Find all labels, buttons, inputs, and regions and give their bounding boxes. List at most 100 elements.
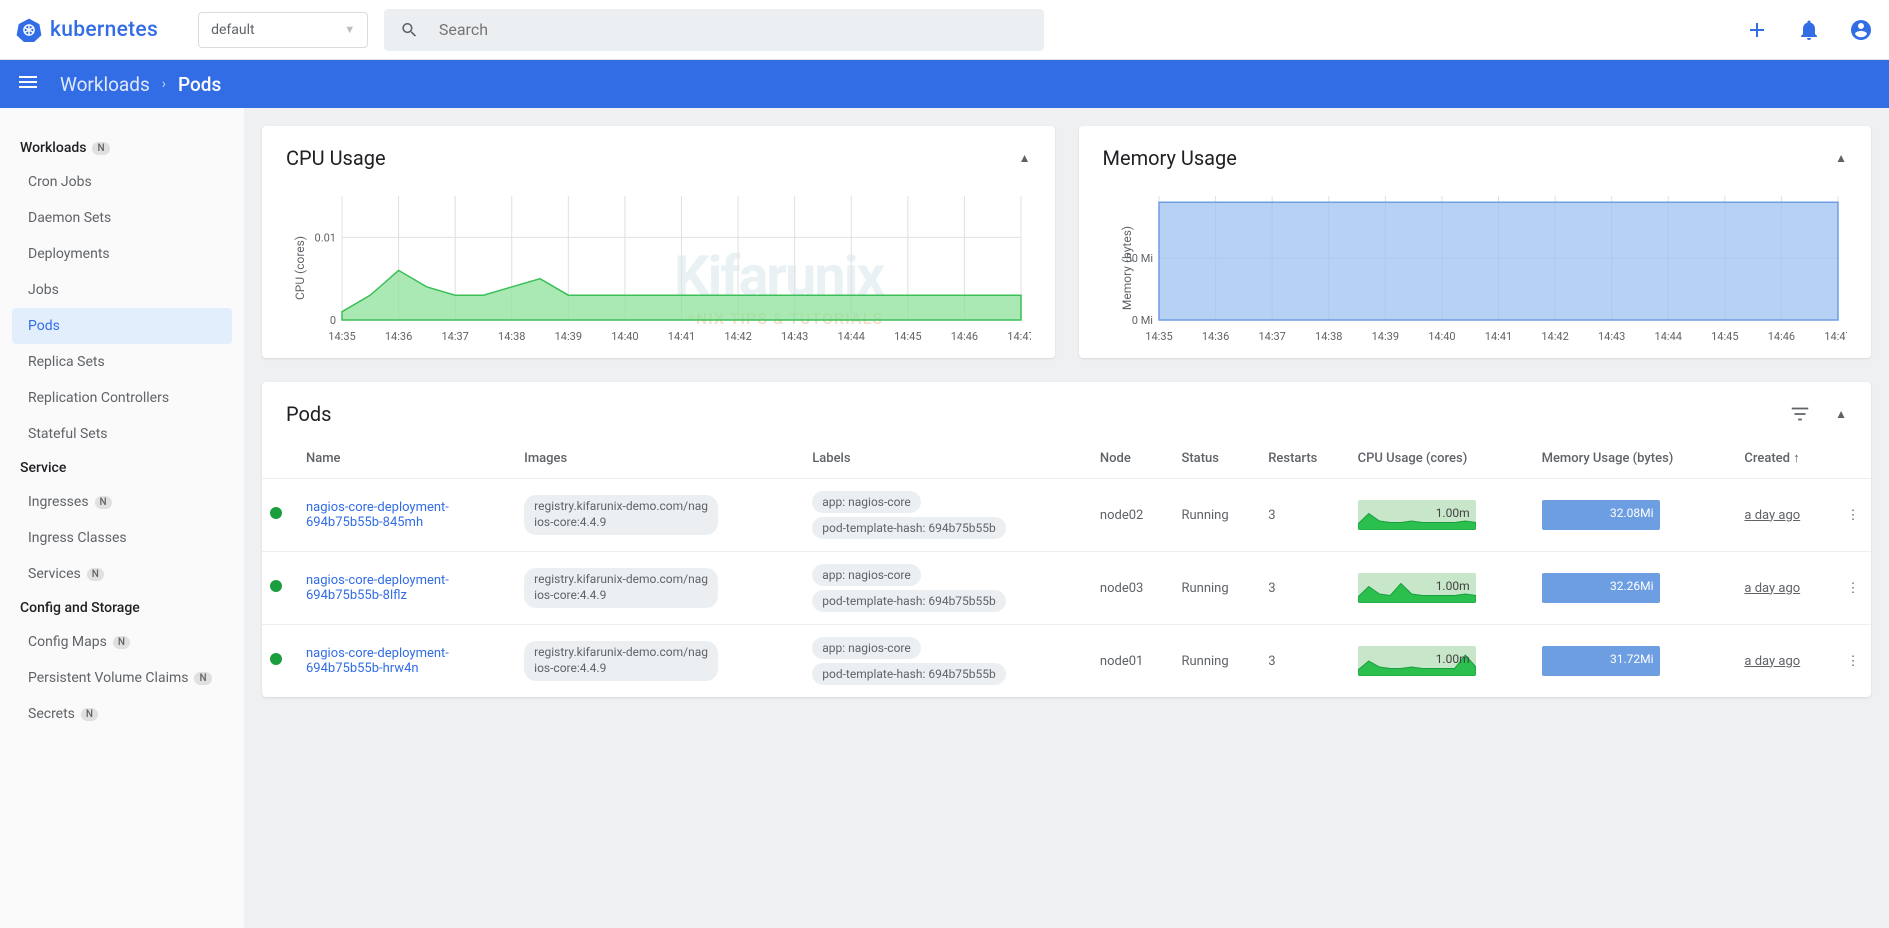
svg-text:14:40: 14:40 (1428, 330, 1455, 343)
status-cell: Running (1173, 479, 1260, 552)
user-icon[interactable] (1849, 18, 1873, 42)
pods-table: NameImagesLabelsNodeStatusRestartsCPU Us… (262, 438, 1871, 697)
image-chip: registry.kifarunix-demo.com/nagios-core:… (524, 641, 718, 680)
sidebar-item-replica-sets[interactable]: Replica Sets (12, 344, 232, 380)
memory-chart-ylabel: Memory (bytes) (1120, 226, 1134, 310)
pods-title: Pods (286, 402, 332, 426)
breadcrumb-bar: Workloads › Pods (0, 60, 1889, 108)
sidebar-item-persistent-volume-claims[interactable]: Persistent Volume ClaimsN (12, 660, 232, 696)
sidebar-heading: WorkloadsN (12, 132, 232, 164)
search-icon (400, 20, 419, 40)
breadcrumb-current: Pods (178, 73, 221, 96)
svg-text:14:46: 14:46 (1767, 330, 1794, 343)
sidebar-item-pods[interactable]: Pods (12, 308, 232, 344)
memory-chart-title: Memory Usage (1103, 146, 1237, 170)
menu-icon[interactable] (16, 70, 40, 98)
label-chip: pod-template-hash: 694b75b55b (812, 590, 1006, 612)
row-menu-icon[interactable]: ⋮ (1835, 552, 1871, 625)
column-header[interactable] (262, 438, 298, 479)
column-header[interactable]: Restarts (1260, 438, 1349, 479)
namespace-select[interactable]: default ▼ (198, 12, 368, 48)
status-dot (270, 653, 282, 665)
row-menu-icon[interactable]: ⋮ (1835, 625, 1871, 698)
cpu-sparkline: 1.00m (1358, 573, 1476, 603)
collapse-icon[interactable]: ▲ (1835, 151, 1847, 165)
topbar-actions (1745, 18, 1873, 42)
namespace-badge: N (87, 568, 104, 581)
svg-text:14:37: 14:37 (1258, 330, 1285, 343)
status-cell: Running (1173, 625, 1260, 698)
sidebar-item-cron-jobs[interactable]: Cron Jobs (12, 164, 232, 200)
label-chip: app: nagios-core (812, 564, 921, 586)
sidebar-item-replication-controllers[interactable]: Replication Controllers (12, 380, 232, 416)
sidebar-item-secrets[interactable]: SecretsN (12, 696, 232, 732)
memory-chart-card: Memory Usage ▲ Memory (bytes) 0 Mi50 Mi1… (1079, 126, 1872, 358)
node-cell: node01 (1092, 625, 1174, 698)
svg-text:14:35: 14:35 (328, 330, 355, 343)
sidebar-item-ingresses[interactable]: IngressesN (12, 484, 232, 520)
cpu-sparkline: 1.00m (1358, 646, 1476, 676)
status-dot (270, 580, 282, 592)
column-header[interactable]: Node (1092, 438, 1174, 479)
search-box[interactable] (384, 9, 1044, 51)
svg-text:14:44: 14:44 (1654, 330, 1681, 343)
image-chip: registry.kifarunix-demo.com/nagios-core:… (524, 568, 718, 607)
cpu-chart-card: CPU Usage ▲ CPU (cores) 00.0114:3514:361… (262, 126, 1055, 358)
collapse-icon[interactable]: ▲ (1835, 407, 1847, 421)
search-input[interactable] (439, 20, 1028, 39)
column-header[interactable]: Status (1173, 438, 1260, 479)
sidebar-item-daemon-sets[interactable]: Daemon Sets (12, 200, 232, 236)
pods-card: Pods ▲ NameImagesLabelsNodeStatusRestart… (262, 382, 1871, 697)
column-header[interactable]: Memory Usage (bytes) (1534, 438, 1737, 479)
created-link[interactable]: a day ago (1744, 508, 1800, 523)
sidebar-item-stateful-sets[interactable]: Stateful Sets (12, 416, 232, 452)
filter-icon[interactable] (1789, 403, 1811, 425)
svg-text:0: 0 (330, 314, 336, 327)
svg-text:14:43: 14:43 (1597, 330, 1624, 343)
column-header[interactable]: Labels (804, 438, 1092, 479)
svg-text:14:41: 14:41 (1484, 330, 1511, 343)
pod-name-link[interactable]: nagios-core-deployment-694b75b55b-845mh (306, 500, 449, 530)
column-header[interactable]: Created ↑ (1736, 438, 1835, 479)
column-header[interactable] (1835, 438, 1871, 479)
sidebar-item-jobs[interactable]: Jobs (12, 272, 232, 308)
table-row: nagios-core-deployment-694b75b55b-hrw4n r… (262, 625, 1871, 698)
svg-text:14:37: 14:37 (441, 330, 468, 343)
svg-text:14:38: 14:38 (1315, 330, 1342, 343)
kubernetes-icon (16, 17, 42, 43)
label-chip: app: nagios-core (812, 491, 921, 513)
column-header[interactable]: CPU Usage (cores) (1350, 438, 1534, 479)
pod-name-link[interactable]: nagios-core-deployment-694b75b55b-hrw4n (306, 646, 449, 676)
column-header[interactable]: Name (298, 438, 516, 479)
svg-text:14:43: 14:43 (781, 330, 808, 343)
row-menu-icon[interactable]: ⋮ (1835, 479, 1871, 552)
sidebar-item-config-maps[interactable]: Config MapsN (12, 624, 232, 660)
table-row: nagios-core-deployment-694b75b55b-8lflz r… (262, 552, 1871, 625)
memory-chart: 0 Mi50 Mi14:3514:3614:3714:3814:3914:401… (1119, 186, 1848, 346)
svg-text:14:41: 14:41 (668, 330, 695, 343)
breadcrumb-parent[interactable]: Workloads (60, 73, 150, 96)
svg-text:14:47: 14:47 (1007, 330, 1030, 343)
restarts-cell: 3 (1260, 479, 1349, 552)
collapse-icon[interactable]: ▲ (1019, 151, 1031, 165)
svg-text:14:42: 14:42 (1541, 330, 1568, 343)
bell-icon[interactable] (1797, 18, 1821, 42)
svg-text:14:39: 14:39 (555, 330, 582, 343)
chevron-right-icon: › (162, 76, 166, 92)
sidebar-item-ingress-classes[interactable]: Ingress Classes (12, 520, 232, 556)
created-link[interactable]: a day ago (1744, 581, 1800, 596)
namespace-badge: N (92, 142, 109, 155)
column-header[interactable]: Images (516, 438, 804, 479)
sidebar-item-services[interactable]: ServicesN (12, 556, 232, 592)
plus-icon[interactable] (1745, 18, 1769, 42)
sidebar-heading: Config and Storage (12, 592, 232, 624)
brand-logo[interactable]: kubernetes (16, 17, 158, 43)
sidebar-item-deployments[interactable]: Deployments (12, 236, 232, 272)
namespace-badge: N (113, 636, 130, 649)
table-row: nagios-core-deployment-694b75b55b-845mhr… (262, 479, 1871, 552)
svg-text:14:40: 14:40 (611, 330, 638, 343)
created-link[interactable]: a day ago (1744, 654, 1800, 669)
cpu-chart-ylabel: CPU (cores) (293, 236, 307, 300)
pod-name-link[interactable]: nagios-core-deployment-694b75b55b-8lflz (306, 573, 449, 603)
sidebar: WorkloadsNCron JobsDaemon SetsDeployment… (0, 108, 244, 928)
